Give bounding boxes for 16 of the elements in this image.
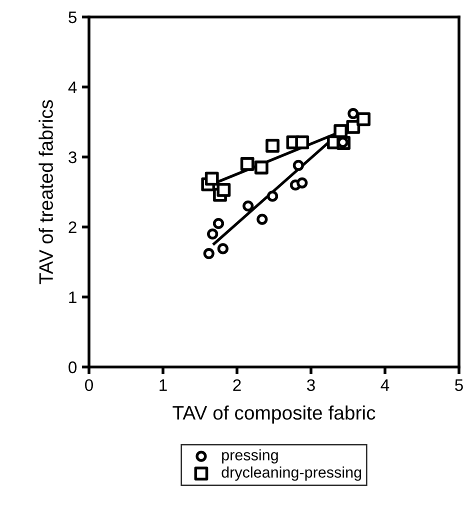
x-tick-label: 4	[380, 379, 390, 391]
y-tick-label: 1	[69, 292, 76, 304]
y-tick-label: 5	[68, 12, 76, 24]
x-tick-label: 3	[307, 379, 315, 392]
x-tick-label: 1	[160, 379, 167, 391]
y-axis-title: TAV of treated fabrics	[38, 100, 53, 284]
y-tick-label: 3	[68, 151, 76, 164]
legend-label: pressing	[222, 449, 278, 464]
x-tick-label: 5	[455, 379, 463, 392]
x-axis-title: TAV of composite fabric	[172, 405, 376, 424]
y-tick-label: 4	[68, 82, 77, 94]
x-tick-label: 0	[85, 379, 93, 392]
legend-label: drycleaning-pressing	[222, 466, 362, 481]
y-tick-label: 2	[68, 221, 76, 234]
x-tick-label: 2	[233, 379, 241, 391]
y-tick-label: 0	[68, 361, 77, 374]
